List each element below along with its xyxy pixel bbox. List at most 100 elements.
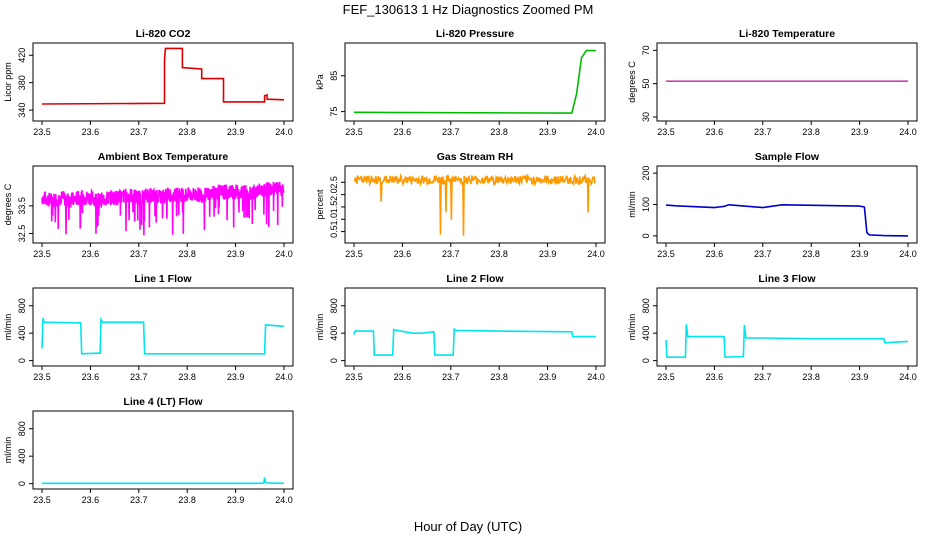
- y-axis-label: ml/min: [3, 437, 13, 464]
- y-tick-label: 85: [329, 71, 339, 81]
- x-tick-label: 24.0: [275, 372, 293, 382]
- y-tick-label: 33.5: [17, 197, 27, 215]
- panel-9: Line 3 Flow ml/min 23.5 23.6 23.7 23.8 23.9 24.…: [627, 273, 918, 382]
- y-tick-label: 800: [329, 298, 339, 313]
- panel-title: Line 4 (LT) Flow: [123, 396, 203, 408]
- y-tick-label: 0: [17, 481, 27, 486]
- x-tick-label: 23.5: [33, 372, 51, 382]
- x-tick-label: 23.8: [490, 127, 508, 137]
- x-tick-label: 23.6: [706, 249, 724, 259]
- panels: Li-820 CO2 Licor ppm 23.5 23.6 23.7 23.8 23.9 2…: [3, 28, 918, 505]
- x-tick-label: 24.0: [587, 127, 605, 137]
- x-tick-label: 23.9: [227, 249, 245, 259]
- series-line-1: [42, 477, 285, 485]
- y-tick-label: 2.0: [329, 188, 339, 201]
- plot-frame: [344, 165, 606, 244]
- x-tick-label: 23.7: [130, 372, 148, 382]
- x-tick-label: 23.6: [394, 372, 412, 382]
- y-tick-label: 75: [329, 107, 339, 117]
- series-line-1: [665, 324, 909, 359]
- x-tick-label: 23.5: [345, 372, 363, 382]
- x-tick-label: 23.8: [802, 249, 820, 259]
- panel-3: Li-820 Temperature degrees C 23.5 23.6 23.7 2…: [627, 28, 918, 137]
- plot-frame: [32, 287, 294, 367]
- y-tick-label: 400: [17, 449, 27, 464]
- y-axis-label: degrees C: [3, 183, 13, 225]
- figure-xlabel: Hour of Day (UTC): [414, 519, 522, 534]
- y-axis-label: degrees C: [627, 61, 637, 103]
- series-line-1: [353, 327, 596, 356]
- x-tick-label: 23.6: [82, 249, 100, 259]
- x-tick-label: 24.0: [275, 495, 293, 505]
- x-tick-label: 23.9: [227, 127, 245, 137]
- panel-5: Gas Stream RH percent 23.5 23.6 23.7 23.8 23.9…: [315, 151, 606, 259]
- panel-10: Line 4 (LT) Flow ml/min 23.5 23.6 23.7 23.8 23…: [3, 396, 294, 505]
- panel-8: Line 2 Flow ml/min 23.5 23.6 23.7 23.8 23.9 24.…: [315, 273, 606, 382]
- x-tick-label: 23.9: [851, 127, 869, 137]
- x-tick-label: 23.6: [82, 127, 100, 137]
- x-tick-label: 23.7: [754, 127, 772, 137]
- panel-title: Line 3 Flow: [758, 273, 816, 285]
- x-tick-label: 24.0: [275, 249, 293, 259]
- x-tick-label: 23.7: [754, 372, 772, 382]
- y-tick-label: 70: [641, 45, 651, 55]
- series-line-1: [41, 316, 285, 355]
- x-tick-label: 23.5: [345, 127, 363, 137]
- x-tick-label: 23.5: [657, 127, 675, 137]
- plot-frame: [32, 42, 294, 122]
- y-tick-label: 0: [641, 233, 651, 238]
- y-axis-label: kPa: [315, 74, 325, 90]
- y-axis-label: ml/min: [315, 314, 325, 341]
- panel-title: Li-820 Temperature: [739, 28, 835, 40]
- y-tick-label: 1.0: [329, 213, 339, 226]
- x-tick-label: 23.5: [33, 127, 51, 137]
- x-tick-label: 23.7: [442, 372, 460, 382]
- x-tick-label: 23.6: [394, 249, 412, 259]
- x-tick-label: 23.7: [130, 249, 148, 259]
- y-axis-label: percent: [315, 189, 325, 220]
- x-tick-label: 23.9: [539, 127, 557, 137]
- x-tick-label: 23.7: [754, 249, 772, 259]
- y-axis-label: ml/min: [627, 314, 637, 341]
- figure-title: FEF_130613 1 Hz Diagnostics Zoomed PM: [343, 2, 594, 17]
- x-tick-label: 23.7: [442, 127, 460, 137]
- panel-title: Line 1 Flow: [134, 273, 192, 285]
- y-tick-label: 420: [17, 48, 27, 63]
- panel-7: Line 1 Flow ml/min 23.5 23.6 23.7 23.8 23.9 24.…: [3, 273, 294, 382]
- x-tick-label: 23.8: [178, 249, 196, 259]
- x-tick-label: 23.5: [33, 249, 51, 259]
- x-tick-label: 23.8: [178, 372, 196, 382]
- x-tick-label: 23.5: [657, 372, 675, 382]
- y-tick-label: 800: [641, 298, 651, 313]
- x-tick-label: 23.9: [227, 495, 245, 505]
- x-tick-label: 23.6: [82, 372, 100, 382]
- y-tick-label: 400: [329, 326, 339, 341]
- x-tick-label: 24.0: [899, 249, 917, 259]
- x-tick-label: 23.9: [851, 372, 869, 382]
- x-tick-label: 24.0: [899, 127, 917, 137]
- x-tick-label: 23.5: [33, 495, 51, 505]
- x-tick-label: 23.9: [539, 372, 557, 382]
- x-tick-label: 23.8: [178, 127, 196, 137]
- x-tick-label: 23.8: [490, 249, 508, 259]
- plot-frame: [344, 42, 606, 122]
- y-tick-label: 200: [641, 166, 651, 181]
- y-axis-label: ml/min: [3, 314, 13, 341]
- panel-4: Ambient Box Temperature degrees C 23.5 23.6…: [3, 151, 294, 259]
- series-line-1: [353, 172, 597, 236]
- y-tick-label: 0: [329, 358, 339, 363]
- panel-6: Sample Flow ml/min 23.5 23.6 23.7 23.8 23.9 24.…: [627, 151, 918, 259]
- x-tick-label: 23.5: [657, 249, 675, 259]
- x-tick-label: 23.9: [539, 249, 557, 259]
- plot-frame: [656, 42, 918, 122]
- x-tick-label: 23.8: [802, 127, 820, 137]
- panel-1: Li-820 CO2 Licor ppm 23.5 23.6 23.7 23.8 23.9 2…: [3, 28, 294, 137]
- x-tick-label: 24.0: [899, 372, 917, 382]
- plot-frame: [32, 410, 294, 490]
- y-tick-label: 800: [17, 298, 27, 313]
- y-tick-label: 380: [17, 75, 27, 90]
- panel-title: Ambient Box Temperature: [98, 151, 229, 163]
- y-tick-label: 2.5: [329, 176, 339, 189]
- y-tick-label: 0.5: [329, 225, 339, 238]
- panel-title: Gas Stream RH: [437, 151, 513, 163]
